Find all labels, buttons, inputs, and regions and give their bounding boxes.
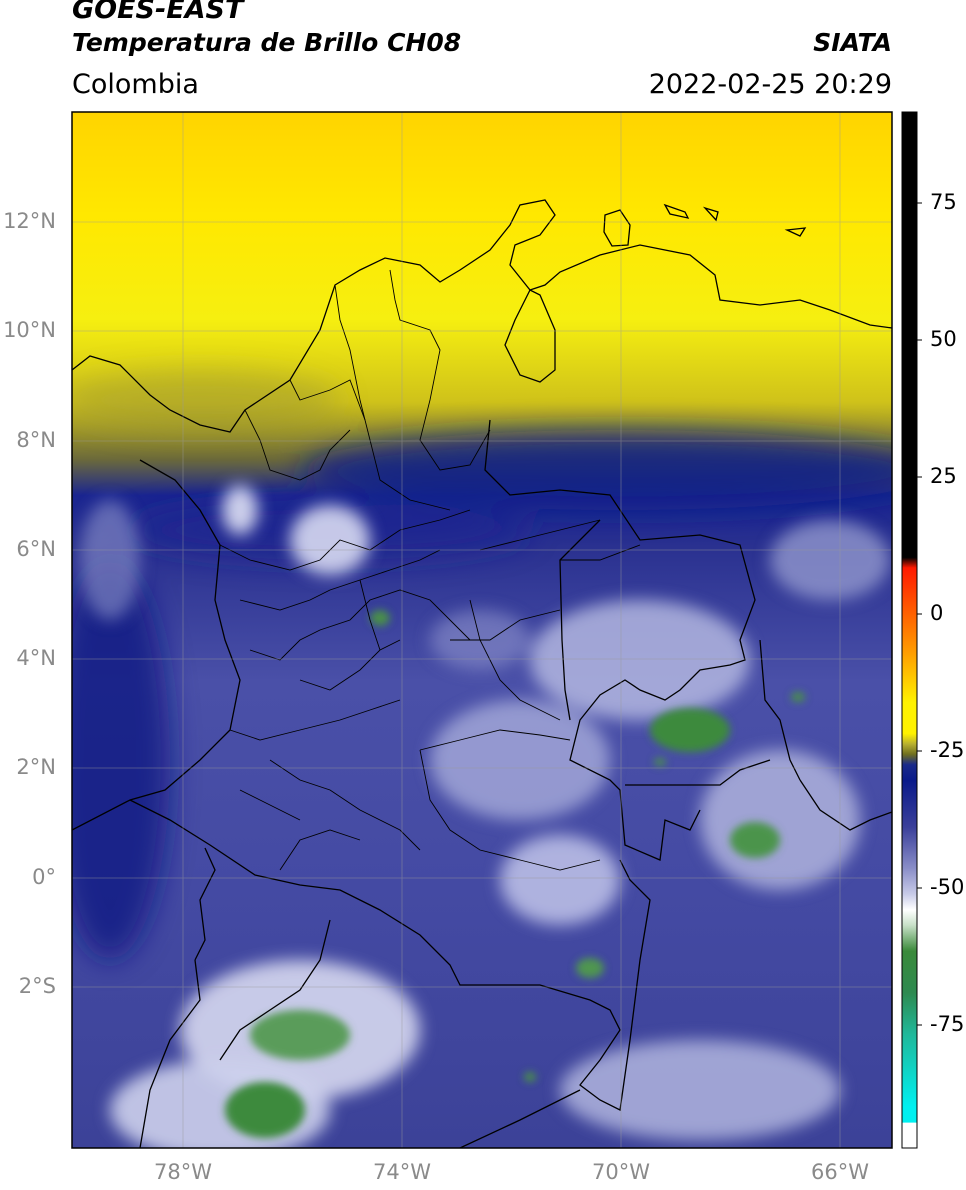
lat-label-12n: 12°N [3,209,56,233]
lon-label-70w: 70°W [592,1160,650,1184]
lat-label-2s: 2°S [18,974,56,998]
lon-label-78w: 78°W [154,1160,212,1184]
lat-label-0: 0° [32,865,56,889]
department-borders [219,269,641,871]
satellite-title: GOES-EAST [72,0,244,25]
graticule [72,112,892,1148]
colorbar-tick-0: 0 [930,601,944,625]
lat-label-4n: 4°N [16,646,56,670]
lon-label-66w: 66°W [811,1160,869,1184]
lat-label-2n: 2°N [16,755,56,779]
cold-cloud-cores [225,610,805,1138]
lat-label-10n: 10°N [3,318,56,342]
colorbar [901,111,922,1149]
datetime-label: 2022-02-25 20:29 [648,69,892,100]
lat-label-8n: 8°N [16,428,56,452]
colorbar-tick-25: 25 [930,464,957,488]
lon-label-74w: 74°W [373,1160,431,1184]
country-borders [72,199,892,1148]
colorbar-tick-75: 75 [930,190,957,214]
lat-label-6n: 6°N [16,537,56,561]
colorbar-tick-minus50: -50 [930,875,965,899]
colorbar-tick-50: 50 [930,327,957,351]
region-label: Colombia [72,69,199,100]
product-title: Temperatura de Brillo CH08 [72,28,462,57]
colorbar-tick-minus25: -25 [930,738,965,762]
map-frame [71,111,893,1149]
cloud-patches [80,485,890,1148]
source-label: SIATA [813,28,892,57]
colorbar-tick-minus75: -75 [930,1012,965,1036]
brightness-temperature-image [72,112,892,1148]
